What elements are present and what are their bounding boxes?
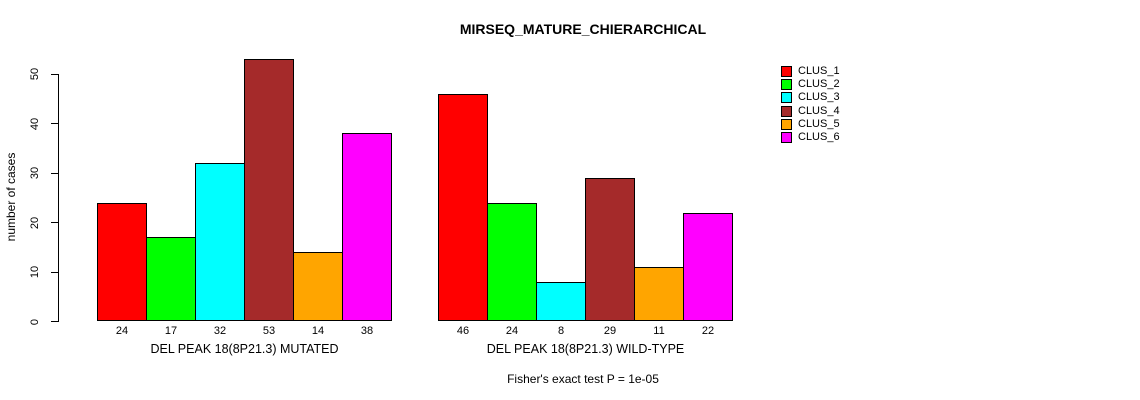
y-axis-tick [51,321,58,322]
legend-item-clus_1: CLUS_1 [781,65,840,78]
legend-item-clus_5: CLUS_5 [781,118,840,131]
legend: CLUS_1 CLUS_2 CLUS_3 CLUS_4 CLUS_5 CLUS_6 [781,65,840,144]
legend-item-label: CLUS_6 [798,131,840,144]
legend-item-label: CLUS_2 [798,78,840,91]
y-axis-tick [51,222,58,223]
bar-clus_4-wild-type [585,177,635,322]
bar-clus_4-mutated [244,59,294,322]
bar-clus_3-wild-type [536,281,586,322]
y-axis-tick-label: 0 [29,318,41,325]
legend-item-label: CLUS_3 [798,91,840,104]
bar-value-label: 53 [262,325,276,337]
legend-item-label: CLUS_4 [798,104,840,117]
legend-item-label: CLUS_1 [798,65,840,78]
y-axis-tick [51,73,58,75]
bar-value-label: 46 [456,325,470,337]
y-axis-tick-label: 50 [29,67,41,81]
bar-clus_1-wild-type [438,93,488,322]
bar-clus_2-wild-type [487,202,537,322]
bar-clus_6-wild-type [683,212,733,322]
legend-swatch [781,105,792,117]
x-axis-group-label: DEL PEAK 18(8P21.3) MUTATED [150,342,339,356]
legend-swatch [781,92,792,104]
legend-swatch [781,79,792,91]
y-axis-tick [51,271,58,273]
bar-value-label: 14 [311,325,325,337]
bar-value-label: 22 [701,325,715,337]
legend-swatch [781,66,792,78]
legend-item-clus_6: CLUS_6 [781,131,840,144]
y-axis-tick [51,123,58,124]
bar-clus_2-mutated [146,237,196,322]
x-axis-group-label: DEL PEAK 18(8P21.3) WILD-TYPE [486,342,685,356]
bar-value-label: 29 [603,325,617,337]
legend-item-clus_4: CLUS_4 [781,105,840,118]
legend-item-label: CLUS_5 [798,117,840,130]
fisher-test-caption: Fisher's exact test P = 1e-05 [507,372,659,386]
bar-value-label: 11 [653,325,665,337]
legend-swatch [781,132,792,144]
y-axis-tick-label: 40 [29,117,41,130]
y-axis-tick-label: 20 [29,216,41,229]
bar-value-label: 24 [115,325,129,337]
bar-value-label: 32 [213,325,227,337]
bar-clus_5-wild-type [634,267,684,322]
bar-value-label: 8 [557,325,565,337]
y-axis-line [58,74,59,322]
bar-value-label: 24 [505,325,519,337]
bar-clus_5-mutated [293,252,343,322]
legend-item-clus_2: CLUS_2 [781,78,840,91]
legend-swatch [781,118,792,130]
bar-clus_6-mutated [342,133,392,322]
bar-value-label: 17 [164,325,178,337]
y-axis-tick-label: 10 [29,265,41,279]
y-axis-tick-label: 30 [29,166,41,180]
bar-clus_1-mutated [97,202,147,322]
bar-clus_3-mutated [195,163,245,322]
chart-title: MIRSEQ_MATURE_CHIERARCHICAL [459,21,707,37]
legend-item-clus_3: CLUS_3 [781,91,840,104]
y-axis-tick [51,172,58,174]
y-axis-title: number of cases [4,152,18,242]
bar-value-label: 38 [360,325,374,337]
